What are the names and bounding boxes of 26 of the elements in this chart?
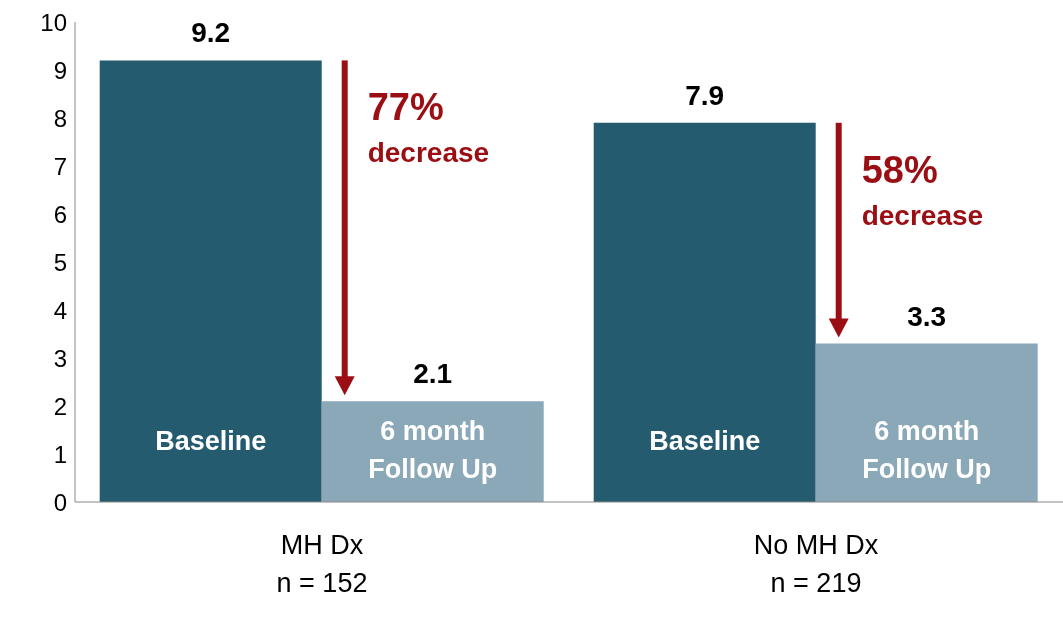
bar (99, 60, 322, 502)
x-tick-label: MH Dx n = 152 (276, 530, 368, 598)
data-label: 3.3 (907, 300, 947, 332)
data-label: 9.2 (191, 17, 231, 49)
annotation: 77% decrease (367, 86, 490, 169)
x-tick-label: No MH Dx n = 219 (753, 530, 879, 598)
series-label: Baseline (155, 426, 267, 456)
annotation: 58% decrease (861, 148, 984, 231)
y-tick-label: 10 (40, 8, 67, 36)
y-tick-label: 7 (53, 152, 67, 180)
y-tick-label: 2 (53, 392, 67, 420)
bar (815, 343, 1038, 502)
y-tick-label: 8 (53, 104, 67, 132)
series-label: 6 month Follow Up (368, 416, 498, 484)
y-tick-label: 3 (53, 344, 67, 372)
text: 6 month Follow Up (862, 416, 992, 484)
text: Baseline (649, 426, 761, 456)
y-tick-label: 4 (53, 296, 67, 324)
data-label: 2.1 (413, 358, 453, 390)
y-tick-label: 5 (53, 248, 67, 276)
y-tick-label: 1 (53, 440, 67, 468)
bar (593, 122, 816, 502)
y-tick-label: 0 (53, 488, 67, 516)
data-label: 7.9 (685, 79, 725, 111)
y-tick-label: 6 (53, 200, 67, 228)
y-tick-label: 9 (53, 56, 67, 84)
